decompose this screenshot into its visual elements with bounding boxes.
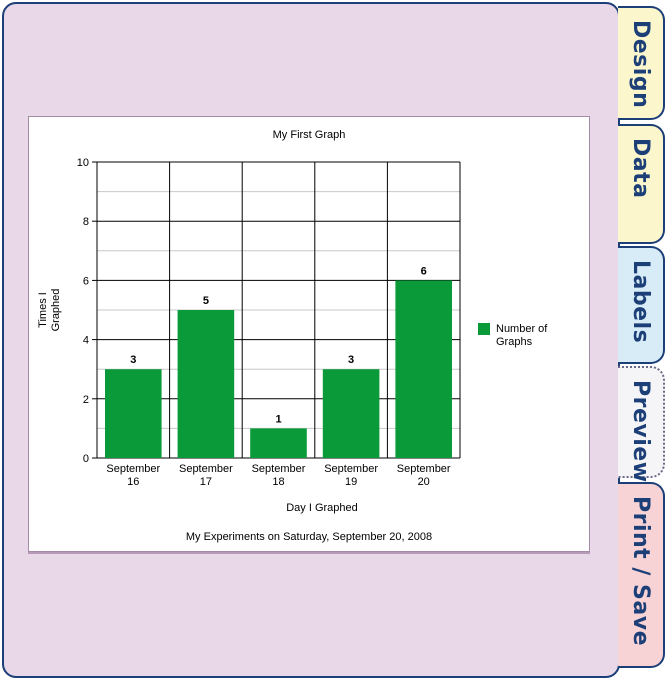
y-tick-label: 4 bbox=[83, 335, 89, 347]
tab-data[interactable]: Data bbox=[618, 124, 665, 244]
x-tick-label: 20 bbox=[418, 476, 430, 488]
y-axis-label: Times IGraphed bbox=[37, 289, 62, 332]
x-tick-label: September bbox=[179, 463, 233, 475]
bar-value-label: 3 bbox=[130, 354, 136, 366]
legend-label: Graphs bbox=[496, 336, 533, 348]
bar-value-label: 5 bbox=[203, 295, 209, 307]
bar bbox=[177, 310, 235, 458]
y-tick-label: 2 bbox=[83, 394, 89, 406]
x-axis-label: Day I Graphed bbox=[286, 502, 358, 514]
y-tick-label: 10 bbox=[77, 157, 89, 169]
tab-design-label: Design bbox=[628, 20, 653, 109]
y-tick-label: 6 bbox=[83, 275, 89, 287]
tab-print-save-label: Print / Save bbox=[628, 496, 653, 646]
x-tick-label: September bbox=[106, 463, 160, 475]
y-tick-label: 8 bbox=[83, 216, 89, 228]
y-axis-label-text: Times IGraphed bbox=[37, 289, 62, 332]
tab-design[interactable]: Design bbox=[618, 6, 665, 120]
bar bbox=[322, 369, 380, 458]
legend-label: Number of bbox=[496, 323, 548, 335]
x-tick-label: 18 bbox=[272, 476, 284, 488]
tab-data-label: Data bbox=[628, 138, 653, 199]
bar-value-label: 1 bbox=[275, 413, 281, 425]
tab-preview[interactable]: Preview bbox=[618, 366, 665, 483]
x-tick-label: September bbox=[324, 463, 378, 475]
bar bbox=[105, 369, 162, 458]
x-tick-label: 17 bbox=[200, 476, 212, 488]
y-axis-label-line: Graphed bbox=[50, 289, 62, 332]
tab-labels[interactable]: Labels bbox=[618, 246, 665, 364]
x-tick-label: September bbox=[252, 463, 306, 475]
bar-value-label: 6 bbox=[421, 265, 427, 277]
tab-labels-label: Labels bbox=[628, 260, 653, 344]
tab-preview-label: Preview bbox=[628, 380, 653, 483]
chart-caption: My Experiments on Saturday, September 20… bbox=[186, 531, 432, 543]
chart-title: My First Graph bbox=[273, 129, 346, 141]
x-tick-label: 19 bbox=[345, 476, 357, 488]
bar-value-label: 3 bbox=[348, 354, 354, 366]
bar bbox=[250, 428, 307, 458]
y-axis-label-line: Times I bbox=[37, 292, 49, 328]
y-tick-label: 0 bbox=[83, 453, 89, 465]
x-tick-label: 16 bbox=[127, 476, 139, 488]
legend-swatch bbox=[478, 323, 490, 335]
x-tick-label: September bbox=[397, 463, 451, 475]
tab-print-save[interactable]: Print / Save bbox=[618, 482, 665, 668]
bar bbox=[395, 280, 452, 458]
